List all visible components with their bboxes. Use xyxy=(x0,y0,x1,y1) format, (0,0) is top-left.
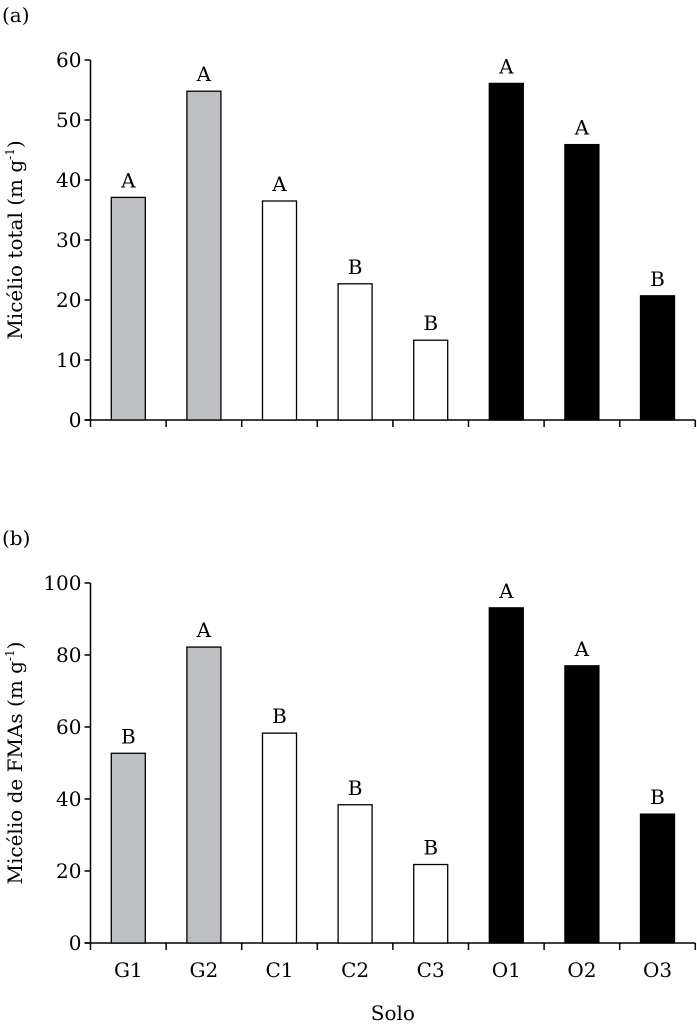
y-axis-label-main: Micélio total (m g xyxy=(3,160,27,340)
x-tick-label: G1 xyxy=(114,958,143,982)
bar-letter-label: B xyxy=(348,776,363,800)
y-axis-label: Micélio total (m g-1) xyxy=(3,140,27,339)
bar-G2 xyxy=(186,90,222,421)
x-tick-label: G2 xyxy=(190,958,219,982)
bar-letter-label: A xyxy=(498,54,514,78)
bar-letter-label: A xyxy=(120,168,136,192)
y-tick-label: 40 xyxy=(56,787,81,811)
chart-panel-b: (b) 0 20 40 60 80 100 Micélio de FMAs (m g-1) B G… xyxy=(2,526,697,1024)
y-tick-label: 20 xyxy=(56,288,81,312)
bar-G1 xyxy=(110,752,146,944)
x-tick-label: C2 xyxy=(341,958,369,982)
y-axis-label-close: ) xyxy=(3,642,27,650)
bar-O1 xyxy=(488,82,524,421)
bar-letter-label: B xyxy=(423,836,438,860)
bar-C2 xyxy=(337,283,373,421)
y-axis-label: Micélio de FMAs (m g-1) xyxy=(3,642,27,885)
bar-letter-label: A xyxy=(574,116,590,140)
bar-O1 xyxy=(488,607,524,944)
y-tick-label: 40 xyxy=(56,168,81,192)
bar-O2 xyxy=(564,665,600,944)
bar-letter-label: B xyxy=(423,311,438,335)
panel-label: (b) xyxy=(2,526,30,550)
panel-label: (a) xyxy=(2,3,30,27)
bar-C1 xyxy=(261,732,298,944)
y-axis-label-sup: -1 xyxy=(3,649,17,661)
bar-letter-label: B xyxy=(650,267,665,291)
x-axis-label: Solo xyxy=(371,1001,415,1024)
x-tick-label: C1 xyxy=(265,958,293,982)
x-tick-label: O2 xyxy=(567,958,596,982)
x-tick-label: O3 xyxy=(643,958,672,982)
y-axis-label-main: Micélio de FMAs (m g xyxy=(3,661,27,885)
y-tick-label: 80 xyxy=(56,643,81,667)
bar-letter-label: A xyxy=(196,62,212,86)
y-tick-label: 60 xyxy=(56,715,81,739)
y-axis-label-close: ) xyxy=(3,140,27,148)
bar-O3 xyxy=(639,295,676,421)
bar-letter-label: A xyxy=(498,579,514,603)
y-tick-label: 0 xyxy=(69,931,82,955)
bar-letter-label: A xyxy=(271,172,287,196)
x-tick-label: O1 xyxy=(492,958,521,982)
bar-letter-label: B xyxy=(650,785,665,809)
bar-letter-label: A xyxy=(574,637,590,661)
bar-O3 xyxy=(639,813,676,944)
bar-letter-label: B xyxy=(121,724,136,748)
chart-panel-a: (a) 0 10 20 30 40 50 60 Micélio total (m g-1) A A A… xyxy=(2,3,697,432)
bar-G1 xyxy=(110,196,146,421)
y-tick-label: 50 xyxy=(56,108,81,132)
y-axis-label-sup: -1 xyxy=(3,148,17,160)
y-tick-label: 0 xyxy=(69,408,82,432)
y-tick-label: 100 xyxy=(43,571,81,595)
bar-C3 xyxy=(413,863,449,944)
bar-letter-label: A xyxy=(196,618,212,642)
bar-letter-label: B xyxy=(348,255,363,279)
y-tick-label: 60 xyxy=(56,48,81,72)
bar-G2 xyxy=(186,646,222,944)
bar-C3 xyxy=(413,339,449,421)
bar-letter-label: B xyxy=(272,704,287,728)
bar-C2 xyxy=(337,804,373,944)
y-tick-label: 10 xyxy=(56,348,81,372)
bar-C1 xyxy=(261,200,298,421)
bar-O2 xyxy=(564,143,600,421)
x-tick-label: C3 xyxy=(417,958,445,982)
y-tick-label: 20 xyxy=(56,859,81,883)
y-tick-label: 30 xyxy=(56,228,81,252)
